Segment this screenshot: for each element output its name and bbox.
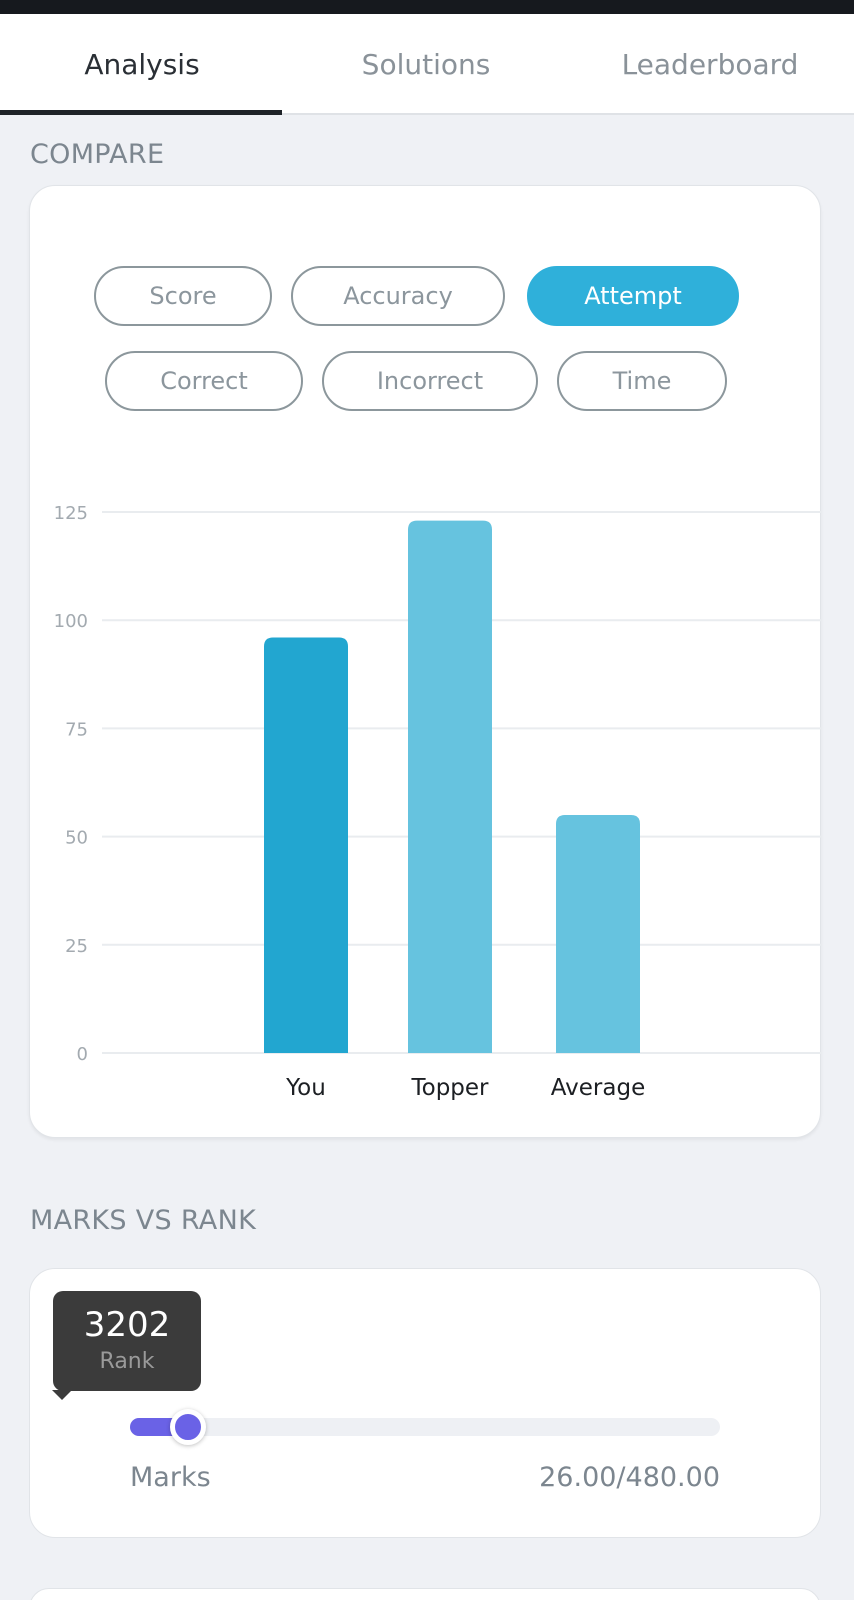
metric-correct-pill[interactable]: Correct <box>105 351 303 411</box>
next-section-card <box>29 1588 821 1600</box>
metric-attempt-pill[interactable]: Attempt <box>527 266 739 326</box>
bar-you[interactable] <box>264 637 348 1053</box>
status-bar <box>0 0 854 14</box>
tab-bar: Analysis Solutions Leaderboard <box>0 14 854 115</box>
tab-leaderboard[interactable]: Leaderboard <box>568 14 852 115</box>
x-category-label: Topper <box>410 1075 489 1101</box>
metric-time-pill[interactable]: Time <box>557 351 727 411</box>
tab-solutions[interactable]: Solutions <box>284 14 568 115</box>
marks-value: 26.00/480.00 <box>539 1462 720 1493</box>
y-tick-label: 125 <box>54 503 88 524</box>
bar-topper[interactable] <box>408 520 492 1053</box>
y-tick-label: 75 <box>65 719 88 740</box>
active-tab-indicator <box>0 110 282 115</box>
metric-score-pill[interactable]: Score <box>94 266 272 326</box>
metric-correct-label: Correct <box>160 367 248 395</box>
bar-average[interactable] <box>556 814 640 1053</box>
metric-incorrect-label: Incorrect <box>376 367 484 395</box>
y-tick-label: 50 <box>65 828 88 849</box>
marks-label: Marks <box>130 1462 211 1493</box>
metric-incorrect-pill[interactable]: Incorrect <box>322 351 538 411</box>
y-tick-label: 0 <box>77 1044 88 1065</box>
metric-score-label: Score <box>149 282 217 310</box>
compare-bar-chart: 0 25 50 75 100 125 You Topper Average <box>54 503 822 1101</box>
marks-slider-thumb[interactable] <box>170 1409 206 1445</box>
tab-solutions-label: Solutions <box>361 48 491 81</box>
x-category-label: You <box>285 1075 326 1101</box>
metric-time-label: Time <box>612 367 672 395</box>
rank-label: Rank <box>99 1349 155 1374</box>
rank-tooltip: 3202 Rank <box>53 1291 201 1391</box>
compare-section-title: COMPARE <box>30 139 165 170</box>
marks-slider-track[interactable] <box>130 1409 720 1445</box>
marks-vs-rank-card: 3202 Rank Marks 26.00/480.00 <box>29 1268 821 1538</box>
y-tick-label: 100 <box>54 611 88 632</box>
tooltip-pointer-icon <box>52 1390 72 1400</box>
compare-card: Score Accuracy Attempt Correct Incorrect… <box>29 185 822 1138</box>
tab-analysis-label: Analysis <box>84 48 200 81</box>
metric-attempt-label: Attempt <box>584 282 682 310</box>
metric-accuracy-pill[interactable]: Accuracy <box>291 266 505 326</box>
rank-value: 3202 <box>83 1305 171 1345</box>
metric-accuracy-label: Accuracy <box>343 282 453 310</box>
y-tick-label: 25 <box>65 936 88 957</box>
tab-analysis[interactable]: Analysis <box>0 14 284 115</box>
tab-leaderboard-label: Leaderboard <box>621 48 799 81</box>
marks-vs-rank-section-title: MARKS VS RANK <box>30 1205 257 1236</box>
x-category-label: Average <box>551 1075 645 1101</box>
